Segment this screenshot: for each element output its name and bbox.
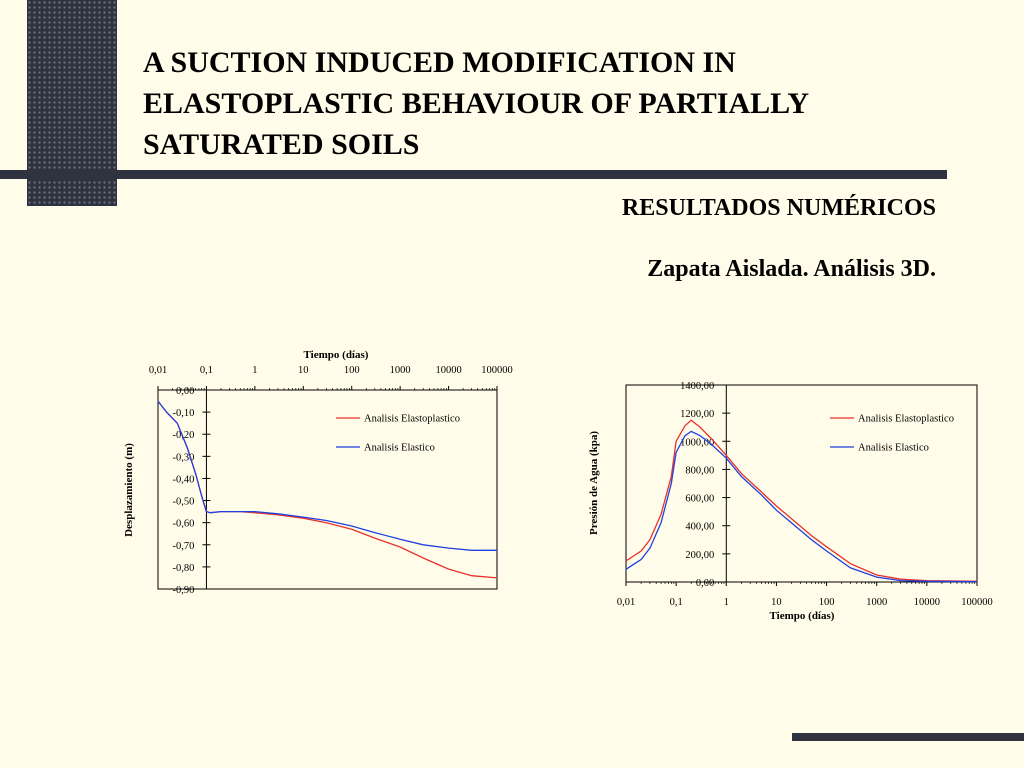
- y-tick-label: 800,00: [685, 465, 714, 476]
- x-tick-label: 1: [724, 597, 729, 608]
- x-tick-label: 1000: [390, 365, 411, 376]
- y-tick-label: -0,10: [173, 408, 195, 419]
- x-tick-label: 0,01: [617, 597, 635, 608]
- y-tick-label: -0,50: [173, 497, 195, 508]
- footer-rule: [792, 733, 1024, 741]
- legend-label: Analisis Elastoplastico: [858, 414, 954, 425]
- legend-label: Analisis Elastico: [858, 443, 929, 454]
- plot-frame: [625, 384, 978, 583]
- y-tick-label: 200,00: [685, 550, 714, 561]
- x-axis-title: Tiempo (días): [304, 349, 369, 361]
- x-tick-label: 100000: [481, 365, 513, 376]
- y-tick-label: -0,70: [173, 541, 195, 552]
- x-tick-label: 10000: [914, 597, 940, 608]
- series-line-elastic: [625, 430, 978, 583]
- x-tick-label: 10: [771, 597, 782, 608]
- y-tick-label: -0,40: [173, 474, 195, 485]
- x-tick-label: 10: [298, 365, 309, 376]
- y-tick-label: -0,20: [173, 430, 195, 441]
- series-line-elastoplastic: [625, 419, 978, 582]
- x-tick-label: 1: [252, 365, 257, 376]
- header-rule: [0, 170, 947, 179]
- x-tick-label: 100: [819, 597, 835, 608]
- y-tick-label: -0,80: [173, 563, 195, 574]
- y-tick-label: 400,00: [685, 522, 714, 533]
- slide-title: A SUCTION INDUCED MODIFICATION IN ELASTO…: [143, 46, 808, 161]
- y-tick-label: 600,00: [685, 494, 714, 505]
- x-tick-label: 100000: [961, 597, 993, 608]
- y-tick-label: 1200,00: [680, 409, 714, 420]
- x-tick-label: 1000: [866, 597, 887, 608]
- y-tick-label: 1000,00: [680, 437, 714, 448]
- y-tick-label: -0,60: [173, 519, 195, 530]
- x-tick-label: 0,01: [149, 365, 167, 376]
- y-axis-title: Presión de Agua (kpa): [588, 431, 600, 535]
- x-tick-label: 10000: [435, 365, 461, 376]
- y-tick-label: 1400,00: [680, 381, 714, 392]
- legend-label: Analisis Elastico: [364, 443, 435, 454]
- y-tick-label: -0,90: [173, 585, 195, 596]
- x-tick-label: 0,1: [670, 597, 683, 608]
- y-tick-label: -0,30: [173, 452, 195, 463]
- x-tick-label: 100: [344, 365, 360, 376]
- x-axis-title: Tiempo (días): [770, 610, 835, 622]
- series-line-elastic: [157, 400, 497, 551]
- slide-subheading: Zapata Aislada. Análisis 3D.: [647, 256, 936, 282]
- y-axis-title: Desplazamiento (m): [123, 443, 135, 537]
- y-tick-label: 0,00: [696, 578, 714, 589]
- y-tick-label: 0,00: [176, 386, 194, 397]
- plot-frame: [157, 389, 498, 590]
- slide-subtitle: RESULTADOS NUMÉRICOS: [621, 195, 936, 221]
- x-tick-label: 0,1: [200, 365, 213, 376]
- legend-label: Analisis Elastoplastico: [364, 414, 460, 425]
